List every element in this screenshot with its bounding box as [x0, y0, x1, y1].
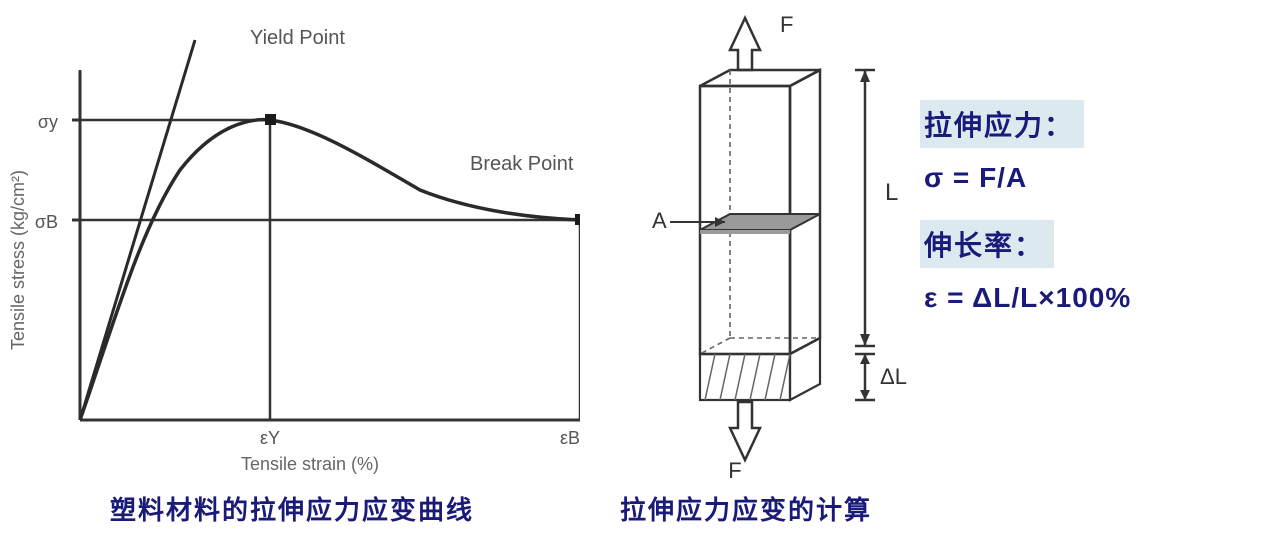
force-top-label: F [780, 12, 793, 37]
length-label: L [885, 179, 898, 206]
force-arrow-bottom [730, 402, 760, 460]
stress-strain-chart: σy σB Yield Point Break Point εY εB Te [0, 0, 580, 538]
tangent-line [80, 40, 195, 420]
xtick-eb-label: εB [560, 428, 580, 448]
formula-panel: 拉伸应力： σ = F/A 伸长率： ε = ΔL/L×100% [920, 0, 1280, 538]
xtick-ey-label: εY [260, 428, 280, 448]
break-point-label: Break Point [470, 153, 574, 175]
yield-point-label: Yield Point [250, 27, 345, 49]
ytick-sigma-b-label: σB [35, 212, 58, 232]
formula-eq-elong: ε = ΔL/L×100% [924, 282, 1280, 314]
delta-l-label: ΔL [880, 364, 907, 389]
formula-header-stress: 拉伸应力： [920, 100, 1084, 148]
y-axis-label: Tensile stress (kg/cm²) [8, 170, 28, 350]
specimen-caption: 拉伸应力应变的计算 [620, 490, 872, 527]
yield-point-marker [265, 114, 276, 125]
force-bottom-label: F [728, 458, 741, 480]
tensile-specimen: F [580, 0, 920, 538]
specimen-svg: F [580, 0, 920, 480]
force-arrow-top [730, 18, 760, 70]
chart-svg: σy σB Yield Point Break Point εY εB Te [0, 0, 580, 480]
formula-eq-stress: σ = F/A [924, 162, 1280, 194]
x-axis-label: Tensile strain (%) [241, 454, 379, 474]
prism [700, 70, 820, 400]
area-label: A [652, 208, 667, 233]
chart-caption: 塑料材料的拉伸应力应变曲线 [110, 490, 474, 527]
ytick-sigma-y-label: σy [38, 112, 58, 132]
formula-header-elong: 伸长率： [920, 220, 1054, 268]
